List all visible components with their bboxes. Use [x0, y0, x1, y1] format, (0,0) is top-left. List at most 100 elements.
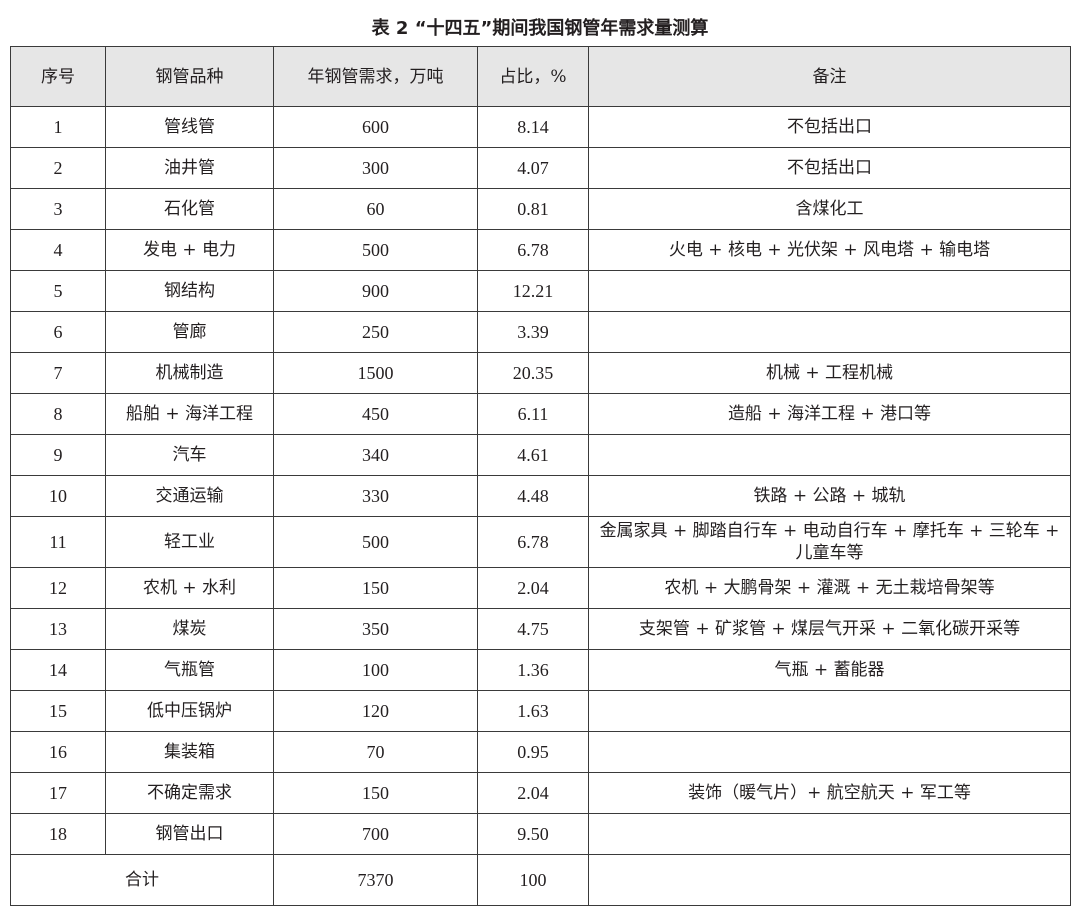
total-row: 合计 7370 100 — [10, 854, 1071, 906]
cell-share: 12.21 — [477, 270, 589, 312]
cell-index: 4 — [10, 229, 106, 271]
cell-share: 4.48 — [477, 475, 589, 517]
table-title: 表 2 “十四五”期间我国钢管年需求量测算 — [371, 18, 709, 39]
cell-share: 1.36 — [477, 649, 589, 691]
cell-index: 8 — [10, 393, 106, 435]
table-row: 7 机械制造 1500 20.35 机械 + 工程机械 — [10, 352, 1071, 394]
table-row: 1 管线管 600 8.14 不包括出口 — [10, 106, 1071, 148]
cell-index: 16 — [10, 731, 106, 773]
cell-demand: 300 — [273, 147, 478, 189]
cell-share: 9.50 — [477, 813, 589, 855]
header-row: 序号 钢管品种 年钢管需求，万吨 占比，% 备注 — [10, 46, 1071, 107]
cell-note: 不包括出口 — [588, 106, 1071, 148]
table-row: 2 油井管 300 4.07 不包括出口 — [10, 147, 1071, 189]
cell-note: 农机 + 大鹏骨架 + 灌溉 + 无土栽培骨架等 — [588, 567, 1071, 609]
cell-variety: 交通运输 — [105, 475, 274, 517]
table-row: 14 气瓶管 100 1.36 气瓶 + 蓄能器 — [10, 649, 1071, 691]
table-row: 8 船舶 + 海洋工程 450 6.11 造船 + 海洋工程 + 港口等 — [10, 393, 1071, 435]
cell-demand: 1500 — [273, 352, 478, 394]
cell-index: 6 — [10, 311, 106, 353]
cell-index: 5 — [10, 270, 106, 312]
cell-demand: 330 — [273, 475, 478, 517]
cell-index: 1 — [10, 106, 106, 148]
cell-variety: 气瓶管 — [105, 649, 274, 691]
cell-share: 2.04 — [477, 567, 589, 609]
cell-share: 4.61 — [477, 434, 589, 476]
cell-variety: 机械制造 — [105, 352, 274, 394]
cell-share: 3.39 — [477, 311, 589, 353]
cell-variety: 不确定需求 — [105, 772, 274, 814]
cell-share: 8.14 — [477, 106, 589, 148]
header-share: 占比，% — [477, 46, 589, 107]
cell-share: 20.35 — [477, 352, 589, 394]
cell-demand: 150 — [273, 567, 478, 609]
cell-variety: 石化管 — [105, 188, 274, 230]
cell-demand: 120 — [273, 690, 478, 732]
table-row: 17 不确定需求 150 2.04 装饰（暖气片）+ 航空航天 + 军工等 — [10, 772, 1071, 814]
cell-variety: 汽车 — [105, 434, 274, 476]
steel-pipe-demand-table: 序号 钢管品种 年钢管需求，万吨 占比，% 备注 1 管线管 600 8.14 不包括出… — [10, 46, 1071, 906]
cell-variety: 发电 + 电力 — [105, 229, 274, 271]
cell-note — [588, 731, 1071, 773]
cell-demand: 150 — [273, 772, 478, 814]
cell-variety: 船舶 + 海洋工程 — [105, 393, 274, 435]
cell-note — [588, 434, 1071, 476]
cell-demand: 350 — [273, 608, 478, 650]
total-label: 合计 — [10, 854, 274, 906]
cell-note: 含煤化工 — [588, 188, 1071, 230]
cell-index: 15 — [10, 690, 106, 732]
table-row: 5 钢结构 900 12.21 — [10, 270, 1071, 312]
cell-variety: 农机 + 水利 — [105, 567, 274, 609]
cell-note — [588, 690, 1071, 732]
cell-note — [588, 813, 1071, 855]
cell-note — [588, 311, 1071, 353]
cell-demand: 250 — [273, 311, 478, 353]
cell-share: 4.75 — [477, 608, 589, 650]
cell-index: 13 — [10, 608, 106, 650]
table-row: 10 交通运输 330 4.48 铁路 + 公路 + 城轨 — [10, 475, 1071, 517]
cell-note — [588, 270, 1071, 312]
cell-demand: 60 — [273, 188, 478, 230]
cell-share: 4.07 — [477, 147, 589, 189]
total-demand: 7370 — [273, 854, 478, 906]
header-note: 备注 — [588, 46, 1071, 107]
cell-variety: 低中压锅炉 — [105, 690, 274, 732]
table-row: 4 发电 + 电力 500 6.78 火电 + 核电 + 光伏架 + 风电塔 + 输电塔 — [10, 229, 1071, 271]
cell-index: 18 — [10, 813, 106, 855]
cell-demand: 70 — [273, 731, 478, 773]
cell-index: 7 — [10, 352, 106, 394]
cell-share: 1.63 — [477, 690, 589, 732]
cell-note: 气瓶 + 蓄能器 — [588, 649, 1071, 691]
cell-variety: 油井管 — [105, 147, 274, 189]
cell-variety: 钢管出口 — [105, 813, 274, 855]
cell-variety: 轻工业 — [105, 516, 274, 568]
header-index: 序号 — [10, 46, 106, 107]
cell-demand: 900 — [273, 270, 478, 312]
cell-demand: 600 — [273, 106, 478, 148]
cell-variety: 钢结构 — [105, 270, 274, 312]
table-row: 9 汽车 340 4.61 — [10, 434, 1071, 476]
cell-variety: 管廊 — [105, 311, 274, 353]
cell-demand: 340 — [273, 434, 478, 476]
cell-index: 12 — [10, 567, 106, 609]
cell-variety: 管线管 — [105, 106, 274, 148]
cell-share: 0.81 — [477, 188, 589, 230]
cell-index: 2 — [10, 147, 106, 189]
cell-index: 17 — [10, 772, 106, 814]
table-row: 16 集装箱 70 0.95 — [10, 731, 1071, 773]
cell-share: 0.95 — [477, 731, 589, 773]
table-row: 6 管廊 250 3.39 — [10, 311, 1071, 353]
cell-demand: 500 — [273, 229, 478, 271]
cell-index: 10 — [10, 475, 106, 517]
cell-note: 造船 + 海洋工程 + 港口等 — [588, 393, 1071, 435]
cell-index: 3 — [10, 188, 106, 230]
cell-note: 机械 + 工程机械 — [588, 352, 1071, 394]
header-variety: 钢管品种 — [105, 46, 274, 107]
cell-demand: 450 — [273, 393, 478, 435]
cell-demand: 700 — [273, 813, 478, 855]
cell-variety: 集装箱 — [105, 731, 274, 773]
cell-index: 9 — [10, 434, 106, 476]
total-share: 100 — [477, 854, 589, 906]
header-demand: 年钢管需求，万吨 — [273, 46, 478, 107]
cell-demand: 100 — [273, 649, 478, 691]
